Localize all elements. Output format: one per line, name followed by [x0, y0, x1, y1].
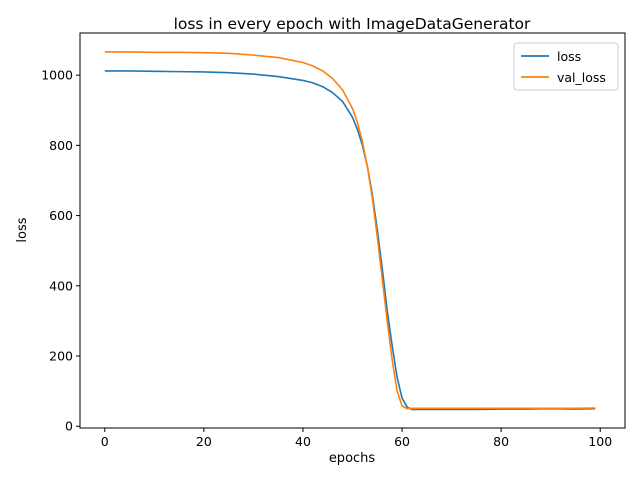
y-tick-label: 1000 — [41, 68, 73, 83]
y-axis-label: loss — [15, 217, 30, 242]
x-tick-label: 80 — [493, 434, 509, 449]
y-tick-label: 400 — [49, 278, 73, 293]
plot-frame — [79, 32, 626, 429]
x-tick-label: 100 — [588, 434, 612, 449]
x-tick-label: 0 — [101, 434, 109, 449]
legend-label-loss: loss — [557, 49, 581, 64]
series-line-val-loss — [104, 51, 596, 410]
series-layer — [104, 51, 596, 411]
series-line-loss — [104, 70, 596, 411]
y-tick-label: 600 — [49, 208, 73, 223]
y-axis-ticks: 0 200 400 600 800 1000 — [41, 68, 80, 434]
legend: loss val_loss — [513, 42, 619, 91]
chart-title: loss in every epoch with ImageDataGenera… — [174, 15, 531, 33]
x-tick-label: 40 — [295, 434, 311, 449]
x-axis-label: epochs — [329, 451, 376, 466]
legend-box — [513, 42, 619, 91]
y-tick-label: 0 — [65, 419, 73, 434]
y-tick-label: 800 — [49, 138, 73, 153]
legend-label-val-loss: val_loss — [557, 70, 606, 85]
x-axis-ticks: 0 20 40 60 80 100 — [101, 428, 612, 449]
y-tick-label: 200 — [49, 349, 73, 364]
x-tick-label: 20 — [196, 434, 212, 449]
x-tick-label: 60 — [394, 434, 410, 449]
